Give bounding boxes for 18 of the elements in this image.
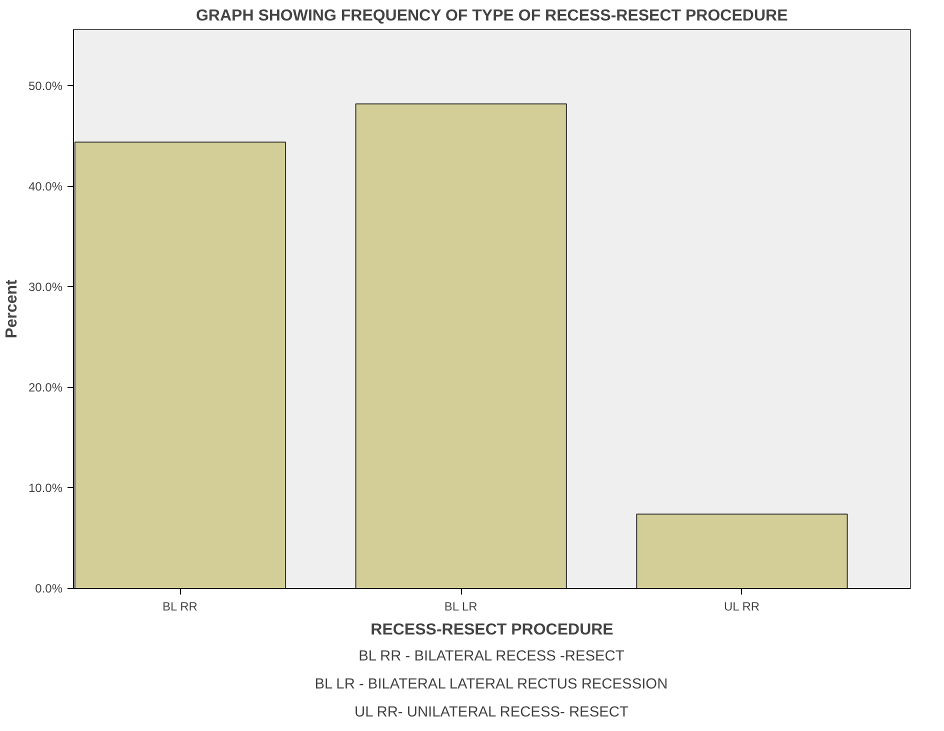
y-axis-title: Percent [3,278,20,338]
y-tick-label: 20.0% [28,380,63,394]
bar [636,514,848,588]
y-tick-label: 40.0% [28,179,63,194]
y-tick-label: 0.0% [35,582,63,596]
y-tick-label: 10.0% [28,480,63,495]
y-tick-label: 30.0% [28,280,63,294]
bar [74,142,286,588]
x-axis-title: RECESS-RESECT PROCEDURE [370,622,614,638]
bar [355,103,567,588]
text: BL LR - BILATERAL LATERAL RECTUS RECESSION [314,676,668,692]
x-tick-label: BL RR [162,600,198,614]
text: BL RR - BILATERAL RECESS -RESECT [358,648,624,664]
x-tick-label: UL RR [724,600,760,614]
text: UL RR- UNILATERAL RECESS- RESECT [354,704,628,720]
x-tick-label: BL LR [444,600,478,614]
y-tick-label: 50.0% [28,78,63,93]
chart-title: GRAPH SHOWING FREQUENCY OF TYPE OF RECESS-RESECT PROCEDURE [196,8,788,24]
